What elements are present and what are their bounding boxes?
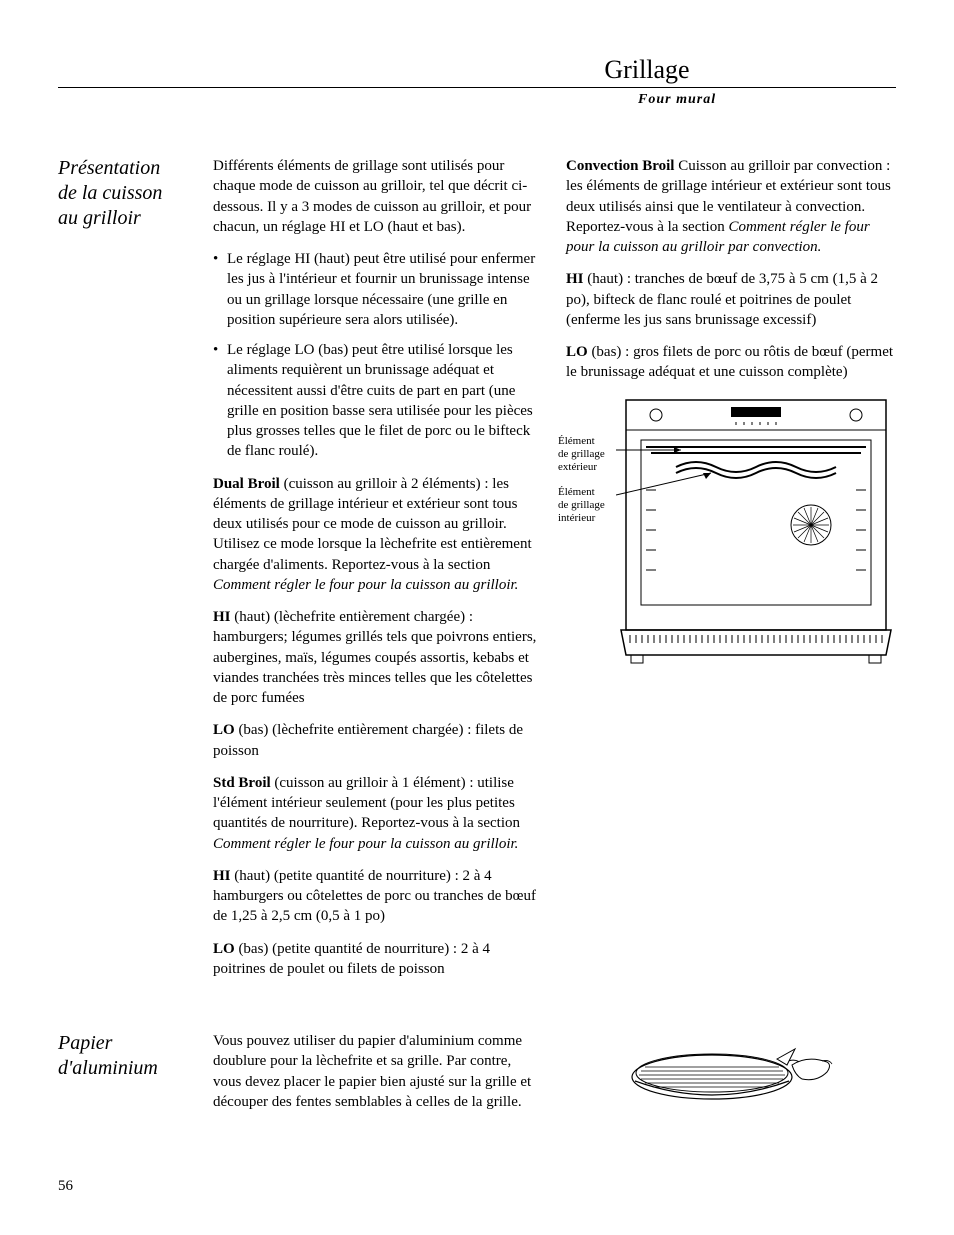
column-left: Vous pouvez utiliser du papier d'alumini… <box>213 1031 541 1124</box>
std-broil-paragraph: Std Broil (cuisson au grilloir à 1 éléme… <box>213 773 538 854</box>
column-left: Différents éléments de grillage sont uti… <box>213 156 538 991</box>
convection-heading: Convection Broil <box>566 158 674 174</box>
label-exterior: Élément de grillage extérieur <box>558 435 605 475</box>
page-number: 56 <box>58 1178 73 1195</box>
label-interior: Élément de grillage intérieur <box>558 486 605 526</box>
convection-paragraph: Convection Broil Cuisson au grilloir par… <box>566 156 896 257</box>
page-subtitle: Four mural <box>638 92 896 108</box>
label-line: intérieur <box>558 512 595 524</box>
text: (bas) (lèchefrite entièrement chargée) :… <box>213 722 523 758</box>
label-line: d'aluminium <box>58 1057 158 1079</box>
section-papier-aluminium: Papier d'aluminium Vous pouvez utiliser … <box>58 1031 896 1124</box>
list-item: Le réglage LO (bas) peut être utilisé lo… <box>213 340 538 462</box>
text: (haut) (petite quantité de nourriture) :… <box>213 868 536 925</box>
intro-paragraph: Différents éléments de grillage sont uti… <box>213 156 538 237</box>
column-right <box>569 1031 897 1124</box>
dual-broil-paragraph: Dual Broil (cuisson au grilloir à 2 élém… <box>213 474 538 596</box>
section-body: Différents éléments de grillage sont uti… <box>213 156 896 991</box>
hi-heading: HI <box>213 868 231 884</box>
section-label: Présentation de la cuisson au grilloir <box>58 156 213 991</box>
text: (haut) : tranches de bœuf de 3,75 à 5 cm… <box>566 271 878 328</box>
label-line: Papier <box>58 1032 112 1054</box>
section-body: Vous pouvez utiliser du papier d'alumini… <box>213 1031 896 1124</box>
lo-heading: LO <box>213 941 235 957</box>
oven-diagram-labels: Élément de grillage extérieur Élément de… <box>558 435 605 538</box>
text: (haut) (lèchefrite entièrement chargée) … <box>213 609 536 706</box>
foil-paragraph: Vous pouvez utiliser du papier d'alumini… <box>213 1031 541 1112</box>
lo-heading: LO <box>213 722 235 738</box>
hi-heading: HI <box>566 271 584 287</box>
page-title: Grillage <box>398 55 896 85</box>
reference-text: Comment régler le four pour la cuisson a… <box>213 836 518 852</box>
dual-hi-paragraph: HI (haut) (lèchefrite entièrement chargé… <box>213 607 538 708</box>
std-broil-heading: Std Broil <box>213 775 271 791</box>
conv-hi-paragraph: HI (haut) : tranches de bœuf de 3,75 à 5… <box>566 269 896 330</box>
std-hi-paragraph: HI (haut) (petite quantité de nourriture… <box>213 866 538 927</box>
column-right: Convection Broil Cuisson au grilloir par… <box>566 156 896 991</box>
text: (bas) (petite quantité de nourriture) : … <box>213 941 490 977</box>
label-line: au grilloir <box>58 207 141 229</box>
foil-pan-illustration-icon <box>627 1037 837 1117</box>
section-label: Papier d'aluminium <box>58 1031 213 1124</box>
label-line: de la cuisson <box>58 182 162 204</box>
dual-broil-heading: Dual Broil <box>213 476 280 492</box>
label-line: Élément <box>558 435 595 447</box>
label-line: Élément <box>558 486 595 498</box>
label-line: Présentation <box>58 157 160 179</box>
dual-lo-paragraph: LO (bas) (lèchefrite entièrement chargée… <box>213 720 538 761</box>
section-presentation: Présentation de la cuisson au grilloir D… <box>58 156 896 991</box>
oven-illustration-icon <box>616 395 896 665</box>
bullet-list: Le réglage HI (haut) peut être utilisé p… <box>213 249 538 462</box>
label-line: de grillage <box>558 448 605 460</box>
label-line: de grillage <box>558 499 605 511</box>
hi-heading: HI <box>213 609 231 625</box>
reference-text: Comment régler le four pour la cuisson a… <box>213 577 518 593</box>
std-lo-paragraph: LO (bas) (petite quantité de nourriture)… <box>213 939 538 980</box>
label-line: extérieur <box>558 461 597 473</box>
lo-heading: LO <box>566 344 588 360</box>
list-item: Le réglage HI (haut) peut être utilisé p… <box>213 249 538 330</box>
conv-lo-paragraph: LO (bas) : gros filets de porc ou rôtis … <box>566 342 896 383</box>
text: (bas) : gros filets de porc ou rôtis de … <box>566 344 893 380</box>
oven-diagram: Élément de grillage extérieur Élément de… <box>566 395 896 671</box>
horizontal-rule <box>58 87 896 88</box>
